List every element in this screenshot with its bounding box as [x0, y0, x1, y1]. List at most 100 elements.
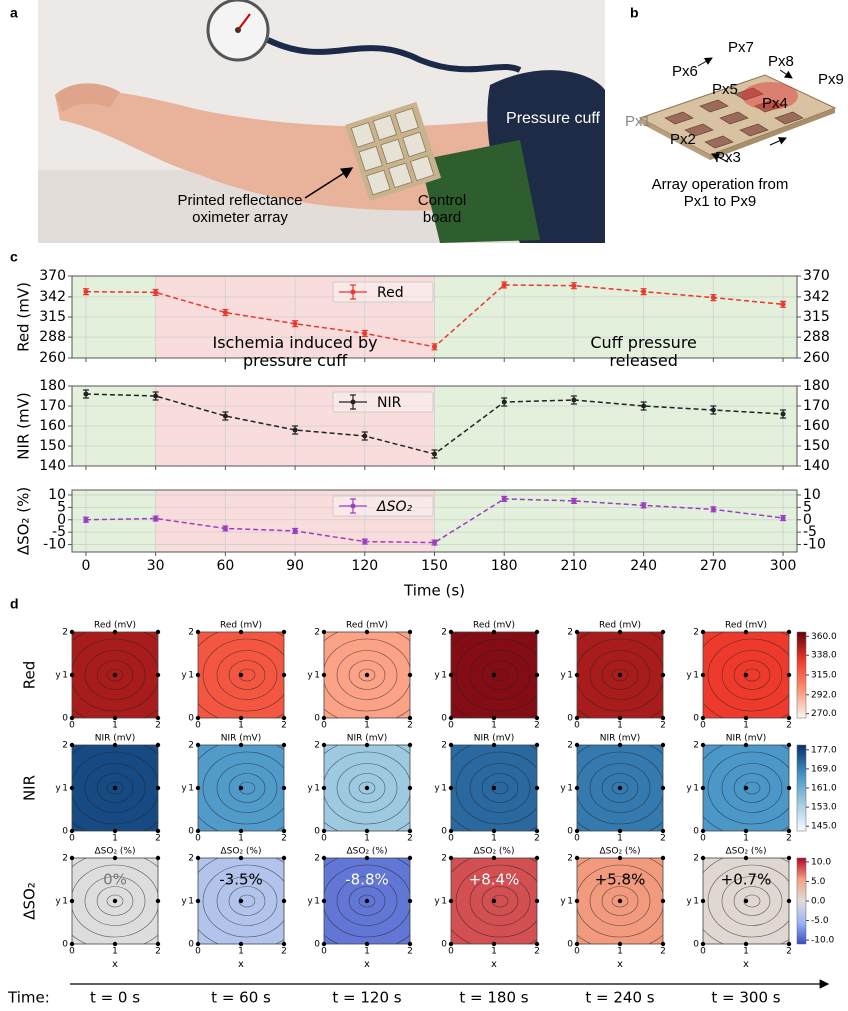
- data-point: [362, 330, 368, 336]
- x-tick-label: 2: [407, 947, 413, 957]
- sensor-dot: [660, 672, 666, 678]
- x-tick-label: 2: [534, 721, 540, 731]
- annotation: Cuff pressure released: [590, 333, 697, 371]
- y-tick-label: 2: [62, 854, 68, 864]
- sensor-dot: [617, 629, 623, 635]
- sensor-dot: [195, 855, 201, 861]
- y-tick-label: 2: [62, 628, 68, 638]
- y-axis-label: y: [686, 897, 692, 907]
- y-axis-label: y: [181, 671, 187, 681]
- contour-line: [481, 886, 519, 916]
- x-tick-label: 2: [534, 834, 540, 844]
- y-tick-label: 2: [188, 854, 194, 864]
- y-axis-label: Red (mV): [15, 282, 33, 352]
- sensor-dot: [786, 855, 792, 861]
- contour-line: [601, 660, 639, 690]
- contour-line: [324, 638, 410, 712]
- x-tick-label: 0: [574, 834, 580, 844]
- sensor-dot: [660, 742, 666, 748]
- x-tick-label: 1: [617, 721, 623, 731]
- data-point: [292, 528, 298, 534]
- data-point: [432, 540, 437, 546]
- contour-line: [589, 763, 651, 813]
- legend-box: [332, 281, 434, 303]
- contours: [72, 745, 158, 831]
- sensor-dot: [321, 742, 327, 748]
- sensor-dot: [786, 629, 792, 635]
- heatmap-title: ΔSO₂ (%): [347, 847, 388, 857]
- contour-line: [348, 660, 386, 690]
- data-point: [83, 289, 89, 295]
- x-tick-label: 1: [112, 721, 118, 731]
- contour-line: [589, 876, 651, 926]
- sensor-dot: [195, 941, 201, 947]
- x-tick-label: 90: [286, 558, 304, 574]
- contours: [451, 858, 537, 944]
- array-diagram: [638, 57, 837, 163]
- sensor-dot: [786, 828, 792, 834]
- series-line: [85, 498, 784, 544]
- contours: [72, 858, 158, 944]
- data-point: [153, 289, 159, 295]
- sensor-dot: [660, 629, 666, 635]
- sensor-dot: [660, 785, 666, 791]
- sensor-dot: [281, 828, 287, 834]
- contour-line: [481, 773, 519, 803]
- x-tick-label: 240: [630, 558, 657, 574]
- legend-marker: [350, 399, 356, 405]
- y-axis-label: y: [686, 671, 692, 681]
- data-point: [222, 525, 228, 531]
- contour-line: [611, 668, 629, 682]
- sensor-dot: [574, 828, 580, 834]
- value-label: 0%: [103, 871, 127, 889]
- time-tick-label: t = 0 s: [90, 989, 140, 1007]
- y-tick-label: 180: [803, 378, 830, 394]
- sensor-dot: [786, 898, 792, 904]
- sensor-dot: [321, 898, 327, 904]
- heatmap-title: NIR (mV): [600, 734, 640, 744]
- sensor-dot: [195, 629, 201, 635]
- contour-line: [84, 876, 146, 926]
- sensor-dot: [534, 742, 540, 748]
- legend-label: NIR: [377, 395, 402, 411]
- data-point: [641, 502, 647, 508]
- contour-line: [601, 886, 639, 916]
- sensor-dot: [534, 898, 540, 904]
- sensor-dot: [407, 715, 413, 721]
- sensor-dot: [700, 855, 706, 861]
- y-tick-label: 2: [693, 628, 699, 638]
- pixel-label: Px7: [728, 39, 754, 56]
- x-tick-label: 1: [112, 947, 118, 957]
- y-axis-label: y: [686, 784, 692, 794]
- x-tick-label: 1: [238, 721, 244, 731]
- value-label: -8.8%: [345, 871, 389, 889]
- sensor-dot: [534, 855, 540, 861]
- x-tick-label: 1: [491, 721, 497, 731]
- legend-marker: [350, 289, 356, 295]
- panel-label: c: [10, 249, 18, 265]
- sensor-dot: [700, 941, 706, 947]
- y-tick-label: 2: [188, 628, 194, 638]
- x-tick-label: 0: [321, 834, 327, 844]
- heatmap-title: NIR (mV): [95, 734, 135, 744]
- data-point: [641, 403, 647, 409]
- contour-line: [106, 781, 124, 795]
- pixel-label: Px5: [712, 81, 738, 98]
- data-point: [571, 498, 577, 504]
- y-axis-label: y: [307, 671, 313, 681]
- sensor-dot: [574, 742, 580, 748]
- value-label: -3.5%: [219, 871, 263, 889]
- y-tick-label: 1: [567, 671, 573, 681]
- x-tick-label: 2: [281, 834, 287, 844]
- sensor-dot: [743, 629, 749, 635]
- sensor-dot: [69, 941, 75, 947]
- sensor-dot: [321, 941, 327, 947]
- sensor-dot: [364, 672, 370, 678]
- sensor-dot: [281, 941, 287, 947]
- sensor-dot: [155, 828, 161, 834]
- contour-line: [202, 751, 284, 825]
- y-tick-label: 2: [567, 628, 573, 638]
- colorbar: [796, 857, 807, 945]
- sensor-dot: [364, 828, 370, 834]
- sensor-dot: [743, 715, 749, 721]
